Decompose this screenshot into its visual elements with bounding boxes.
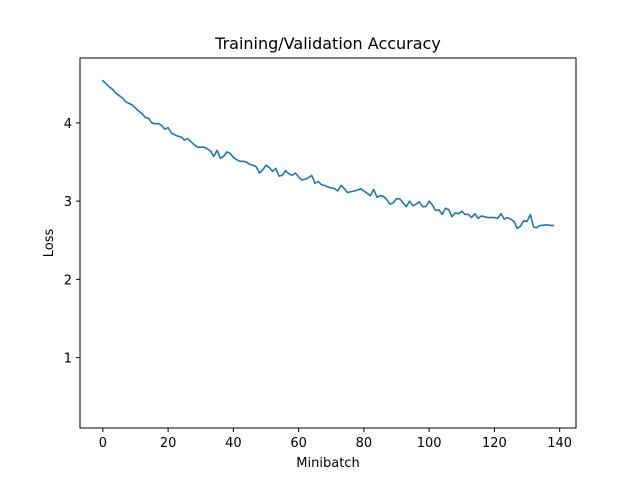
x-tick-label: 60 (290, 436, 307, 451)
plot-frame (79, 57, 577, 429)
x-axis-label: Minibatch (296, 456, 359, 471)
x-tick-label: 140 (547, 436, 572, 451)
x-tick-label: 80 (356, 436, 373, 451)
plot-area (101, 79, 554, 230)
series-line (101, 79, 554, 230)
y-tick-label: 4 (64, 117, 72, 132)
x-tick-label: 120 (482, 436, 507, 451)
y-tick-label: 1 (64, 352, 72, 367)
ticks: 0 20 40 60 80 100 120 140 1 2 3 4 (64, 117, 572, 451)
y-tick-label: 2 (64, 273, 72, 288)
x-tick-label: 40 (225, 436, 242, 451)
y-tick-label: 3 (64, 195, 72, 210)
x-tick-label: 20 (160, 436, 177, 451)
x-tick-label: 0 (99, 436, 107, 451)
y-axis-label: Loss (42, 229, 57, 258)
x-tick-label: 100 (417, 436, 442, 451)
chart-title: Training/Validation Accuracy (214, 34, 441, 53)
